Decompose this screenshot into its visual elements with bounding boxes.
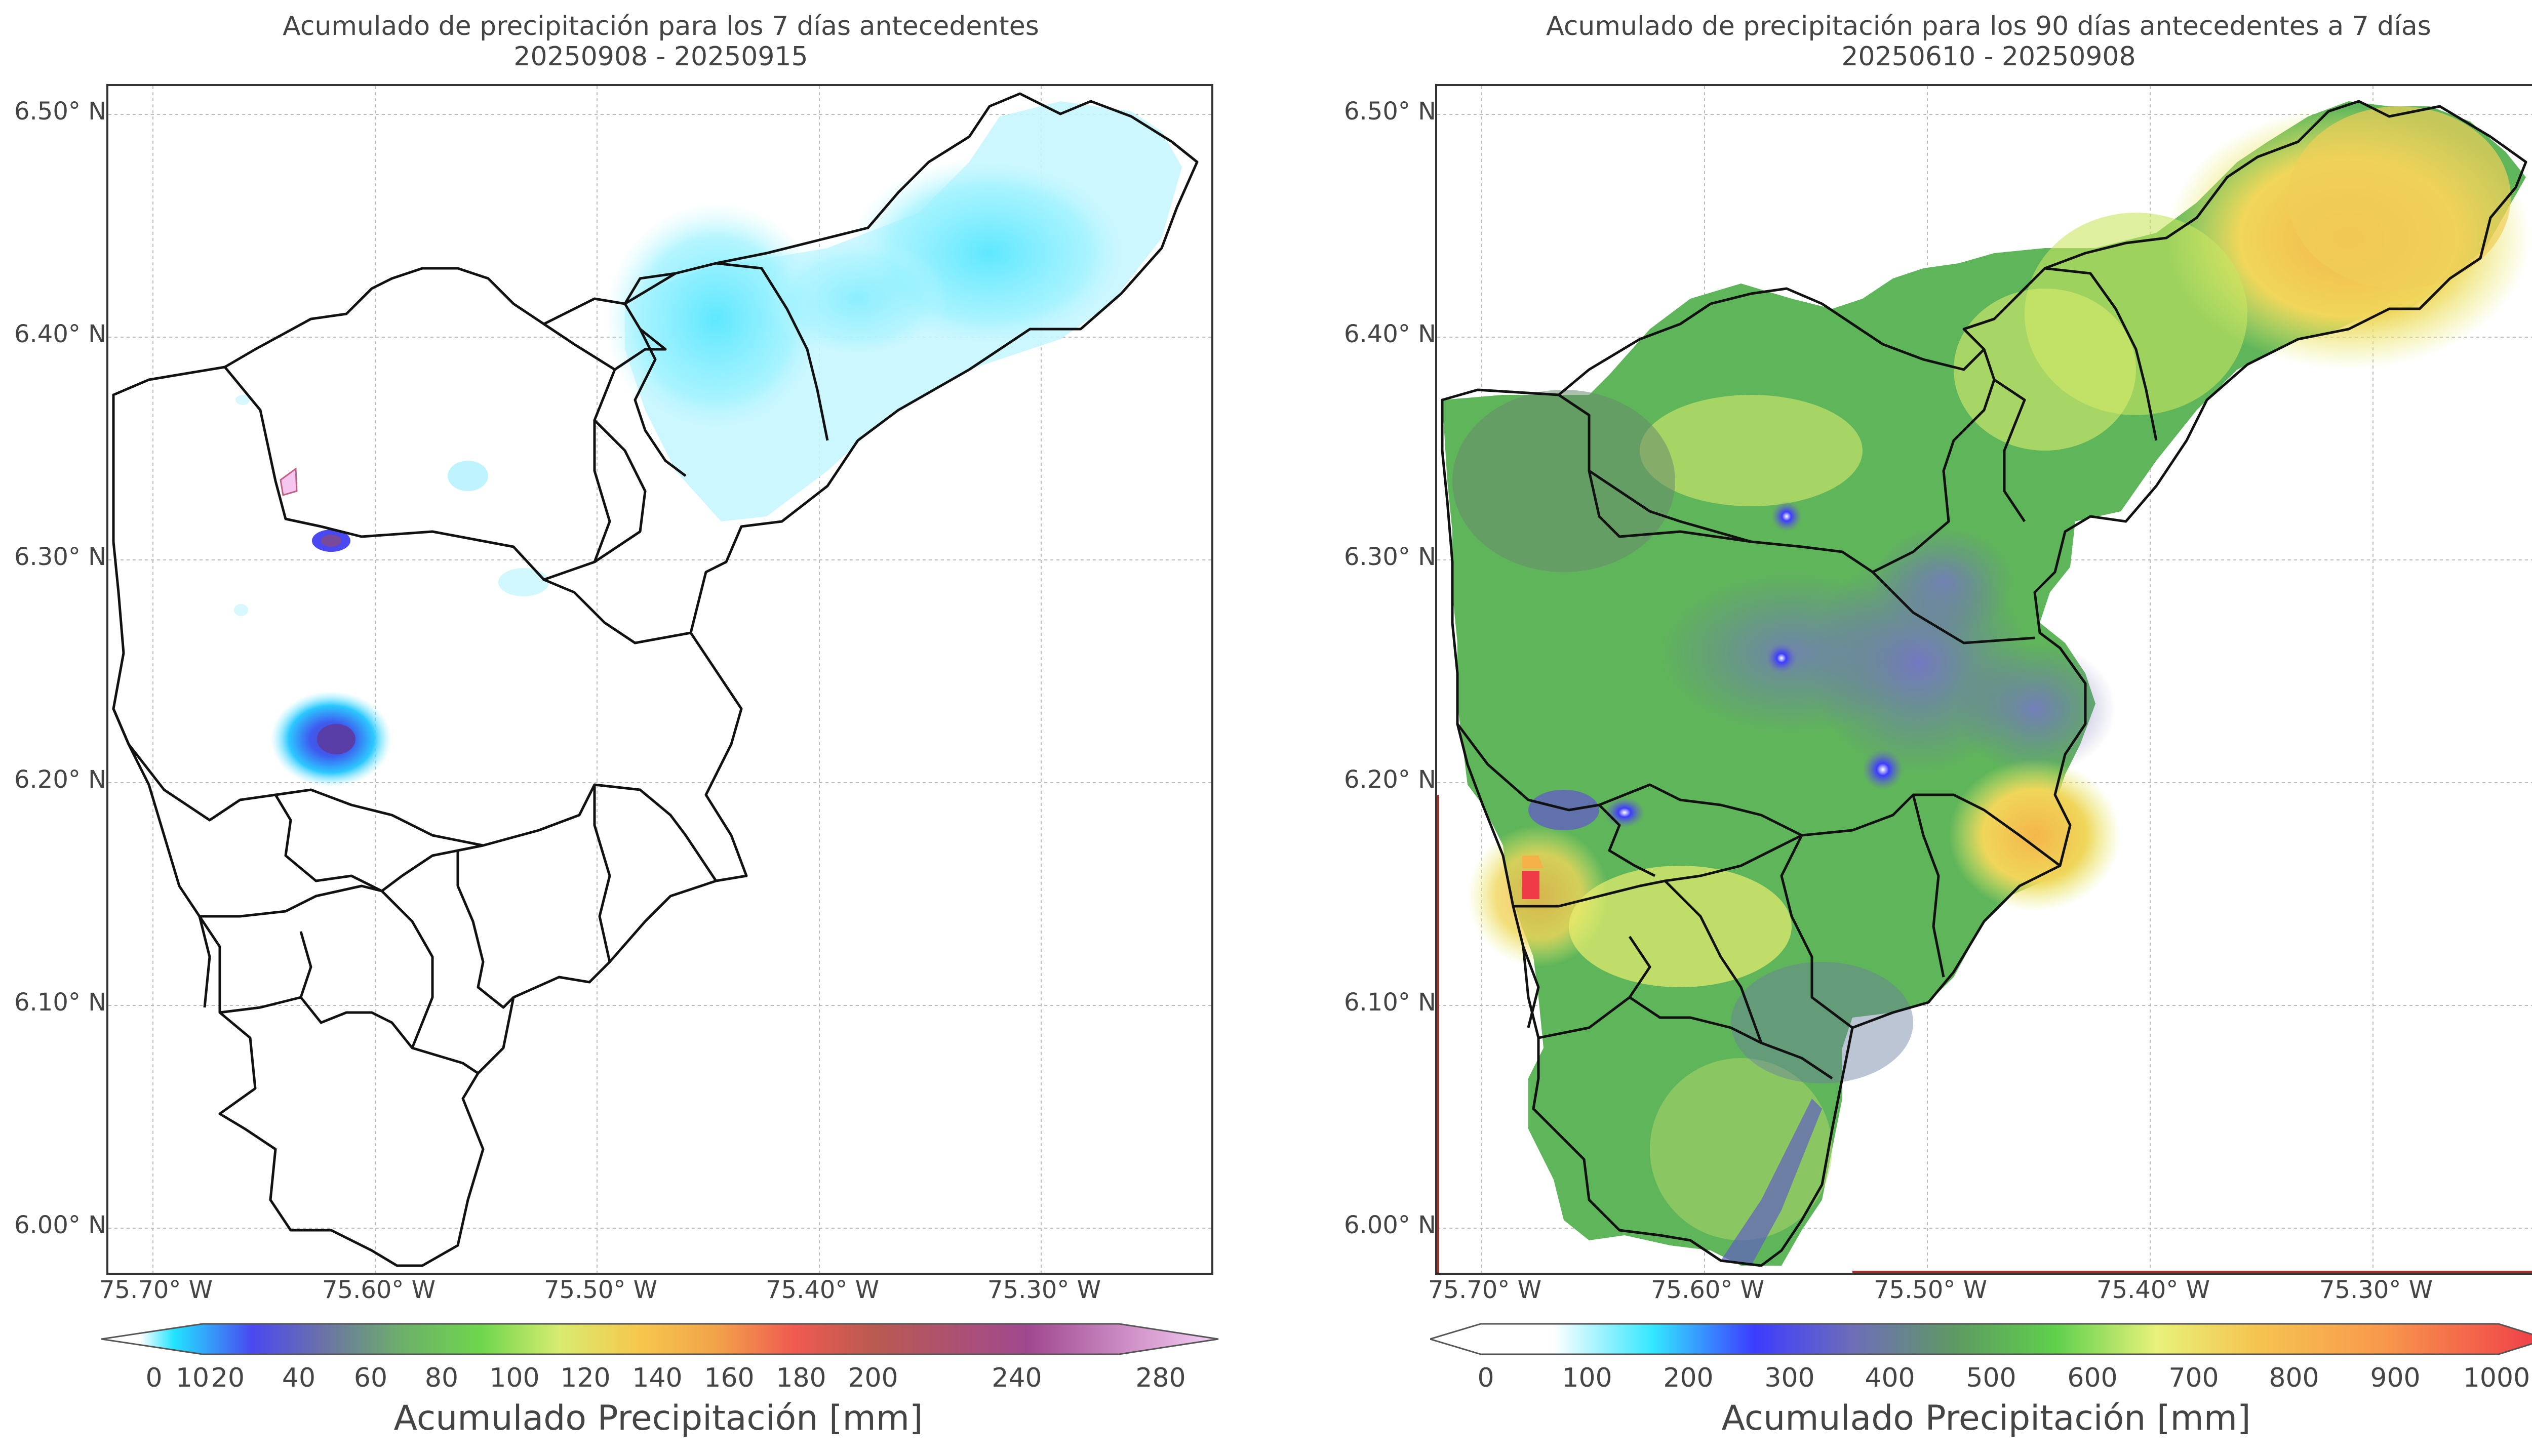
right-map-area[interactable] bbox=[1435, 84, 2532, 1275]
left-lon-tick: 75.40° W bbox=[766, 1276, 880, 1304]
right-lon-tick: 75.40° W bbox=[2096, 1276, 2210, 1304]
left-cb-tick: 280 bbox=[1135, 1363, 1186, 1393]
left-basin-boundaries bbox=[112, 92, 1199, 1267]
left-map-area[interactable] bbox=[106, 84, 1213, 1275]
right-title-line1: Acumulado de precipitación para los 90 d… bbox=[1546, 11, 2431, 42]
left-cb-tick: 0 bbox=[145, 1363, 163, 1393]
left-precip-field bbox=[234, 101, 1182, 787]
right-title-line2: 20250610 - 20250908 bbox=[1841, 42, 2136, 72]
left-title-line1: Acumulado de precipitación para los 7 dí… bbox=[283, 11, 1039, 42]
left-lon-tick: 75.30° W bbox=[987, 1276, 1101, 1304]
right-colorbar-title: Acumulado Precipitación [mm] bbox=[1721, 1398, 2251, 1438]
left-cb-tick: 40 bbox=[282, 1363, 316, 1393]
right-cb-tick: 500 bbox=[1966, 1363, 2016, 1393]
right-cb-tick: 300 bbox=[1764, 1363, 1815, 1393]
left-map-svg bbox=[108, 86, 1211, 1273]
left-map-panel: Acumulado de precipitación para los 7 dí… bbox=[14, 11, 1219, 1438]
left-colorbar-title: Acumulado Precipitación [mm] bbox=[393, 1398, 923, 1438]
right-lat-tick: 6.30° N bbox=[1344, 543, 1437, 571]
left-lon-tick: 75.60° W bbox=[322, 1276, 436, 1304]
right-basin-boundaries bbox=[1441, 100, 2527, 1267]
left-cb-tick: 240 bbox=[992, 1363, 1042, 1393]
left-cb-tick: 140 bbox=[632, 1363, 683, 1393]
right-cb-tick: 0 bbox=[1477, 1363, 1494, 1393]
left-cb-tick: 200 bbox=[848, 1363, 898, 1393]
left-cb-tick: 180 bbox=[776, 1363, 826, 1393]
right-cb-tick: 200 bbox=[1663, 1363, 1714, 1393]
right-lat-tick: 6.20° N bbox=[1344, 765, 1437, 794]
left-lat-tick: 6.20° N bbox=[14, 765, 107, 794]
right-lon-tick: 75.60° W bbox=[1651, 1276, 1765, 1304]
right-map-svg bbox=[1437, 86, 2532, 1273]
right-cb-tick: 700 bbox=[2168, 1363, 2219, 1393]
right-lat-tick: 6.50° N bbox=[1344, 97, 1437, 126]
right-cb-tick: 1000 bbox=[2463, 1363, 2530, 1393]
right-lat-tick: 6.10° N bbox=[1344, 988, 1437, 1017]
right-map-panel: Acumulado de precipitación para los 90 d… bbox=[1277, 0, 2532, 1456]
right-cb-tick: 100 bbox=[1562, 1363, 1612, 1393]
right-lat-tick: 6.40° N bbox=[1344, 320, 1437, 348]
left-cb-tick: 10 bbox=[175, 1363, 210, 1393]
left-lon-tick: 75.70° W bbox=[99, 1276, 213, 1304]
right-lon-tick: 75.30° W bbox=[2319, 1276, 2433, 1304]
left-cb-tick: 160 bbox=[704, 1363, 755, 1393]
right-lat-tick: 6.00° N bbox=[1344, 1211, 1437, 1239]
left-lat-tick: 6.40° N bbox=[14, 320, 107, 348]
right-cb-tick: 800 bbox=[2269, 1363, 2319, 1393]
left-cb-tick: 100 bbox=[489, 1363, 540, 1393]
right-cb-tick: 900 bbox=[2370, 1363, 2421, 1393]
left-map-title: Acumulado de precipitación para los 7 dí… bbox=[106, 11, 1215, 72]
left-cb-tick: 80 bbox=[424, 1363, 459, 1393]
left-colorbar bbox=[101, 1323, 1219, 1355]
right-precip-field bbox=[1437, 101, 2532, 1273]
left-cb-tick: 20 bbox=[211, 1363, 245, 1393]
left-lat-tick: 6.50° N bbox=[14, 97, 107, 126]
right-cb-tick: 400 bbox=[1865, 1363, 1915, 1393]
left-cb-tick: 120 bbox=[560, 1363, 611, 1393]
right-map-title: Acumulado de precipitación para los 90 d… bbox=[1434, 11, 2532, 72]
left-lat-tick: 6.00° N bbox=[14, 1211, 107, 1239]
right-lon-tick: 75.70° W bbox=[1428, 1276, 1542, 1304]
right-lon-tick: 75.50° W bbox=[1874, 1276, 1988, 1304]
left-cb-tick: 60 bbox=[353, 1363, 388, 1393]
left-lat-tick: 6.10° N bbox=[14, 988, 107, 1017]
left-lon-tick: 75.50° W bbox=[544, 1276, 658, 1304]
right-cb-tick: 600 bbox=[2067, 1363, 2118, 1393]
left-lat-tick: 6.30° N bbox=[14, 543, 107, 571]
left-title-line2: 20250908 - 20250915 bbox=[513, 42, 808, 72]
right-colorbar bbox=[1430, 1323, 2532, 1355]
